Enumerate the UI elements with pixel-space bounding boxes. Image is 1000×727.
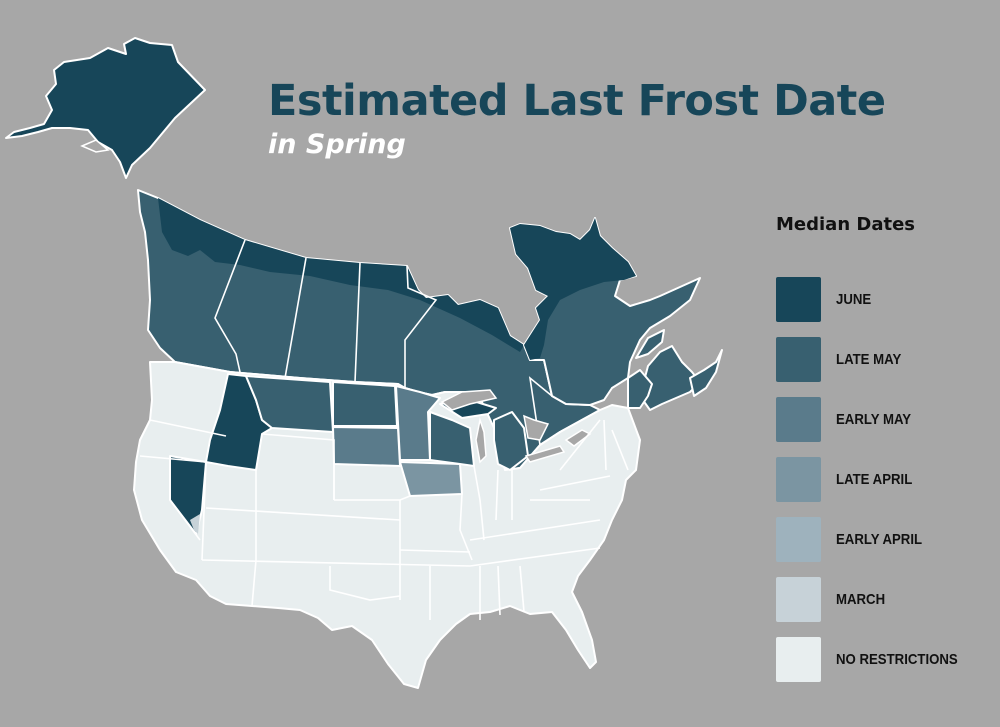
legend-swatch — [776, 636, 821, 682]
region-alaska — [5, 37, 206, 179]
region-gaspe — [635, 329, 665, 359]
legend-swatch — [776, 396, 821, 442]
legend-swatch — [776, 576, 821, 622]
legend-title: Median Dates — [776, 214, 916, 235]
legend-item-late-april: LATE APRIL — [776, 449, 996, 509]
legend-swatch — [776, 336, 821, 382]
legend-swatch — [776, 516, 821, 562]
legend-item-june: JUNE — [776, 269, 996, 329]
region-maine — [627, 369, 653, 409]
region-south-dakota — [332, 426, 401, 467]
region-montana-east — [245, 375, 334, 433]
region-north-dakota — [332, 381, 398, 427]
legend-item-march: MARCH — [776, 569, 996, 629]
legend-item-early-april: EARLY APRIL — [776, 509, 996, 569]
region-nevada-south — [190, 514, 200, 534]
legend-label: LATE MAY — [836, 350, 902, 368]
map-title: Estimated Last Frost Date — [268, 76, 886, 126]
legend-item-no-restrictions: NO RESTRICTIONS — [776, 629, 996, 689]
legend-swatch — [776, 456, 821, 502]
legend-item-late-may: LATE MAY — [776, 329, 996, 389]
region-canada-north-june — [158, 198, 524, 352]
region-iowa — [399, 461, 463, 497]
legend-label: EARLY MAY — [836, 410, 912, 428]
map-subtitle: in Spring — [268, 129, 406, 160]
legend: Median Dates JUNE LATE MAY EARLY MAY LAT… — [776, 214, 996, 689]
region-nova-scotia — [689, 349, 723, 397]
legend-label: JUNE — [836, 290, 872, 308]
legend-swatch — [776, 276, 821, 322]
region-quebec-north-june — [510, 218, 636, 360]
legend-label: EARLY APRIL — [836, 530, 923, 548]
legend-label: NO RESTRICTIONS — [836, 650, 958, 668]
legend-label: MARCH — [836, 590, 886, 608]
region-michigan — [493, 411, 529, 471]
legend-item-early-may: EARLY MAY — [776, 389, 996, 449]
legend-label: LATE APRIL — [836, 470, 913, 488]
